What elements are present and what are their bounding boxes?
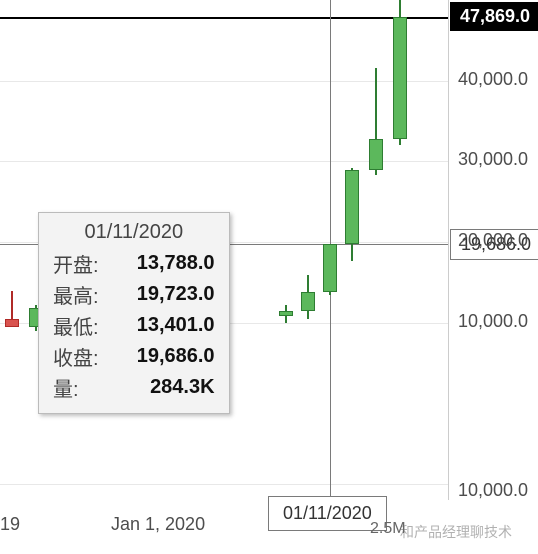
candle-body xyxy=(369,139,383,170)
candle-body xyxy=(393,17,407,139)
candle-body xyxy=(345,170,359,244)
candle[interactable] xyxy=(323,0,337,500)
tooltip-open-label: 开盘: xyxy=(53,248,107,279)
ohlc-tooltip: 01/11/2020 开盘:13,788.0 最高:19,723.0 最低:13… xyxy=(38,212,230,414)
y-axis-label: 20,000.0 xyxy=(458,230,528,251)
watermark-text: 和产品经理聊技术 xyxy=(400,522,512,542)
y-axis-label: 10,000.0 xyxy=(458,480,528,501)
candle[interactable] xyxy=(345,0,359,500)
candle-body xyxy=(301,292,315,311)
y-axis-label: 30,000.0 xyxy=(458,149,528,170)
candle[interactable] xyxy=(301,0,315,500)
x-axis-label: Jan 1, 2020 xyxy=(111,514,205,535)
candle[interactable] xyxy=(369,0,383,500)
candle[interactable] xyxy=(5,0,19,500)
tooltip-title: 01/11/2020 xyxy=(53,221,215,244)
tooltip-low-label: 最低: xyxy=(53,310,107,341)
tooltip-close-value: 19,686.0 xyxy=(107,341,215,372)
tooltip-high-label: 最高: xyxy=(53,279,107,310)
tooltip-open-value: 13,788.0 xyxy=(107,248,215,279)
candle-body xyxy=(5,319,19,326)
x-axis-label: 19 xyxy=(0,514,20,535)
tooltip-vol-value: 284.3K xyxy=(107,372,215,403)
volume-label: 2.5M xyxy=(370,520,406,538)
last-price-tag: 47,869.0 xyxy=(450,2,538,31)
candle[interactable] xyxy=(393,0,407,500)
tooltip-table: 开盘:13,788.0 最高:19,723.0 最低:13,401.0 收盘:1… xyxy=(53,248,215,403)
tooltip-low-value: 13,401.0 xyxy=(107,310,215,341)
tooltip-vol-label: 量: xyxy=(53,372,107,403)
candle-body xyxy=(279,311,293,316)
candle[interactable] xyxy=(279,0,293,500)
y-axis-label: 10,000.0 xyxy=(458,311,528,332)
candle-body xyxy=(323,244,337,292)
crosshair-date-tag: 01/11/2020 xyxy=(268,496,387,531)
tooltip-high-value: 19,723.0 xyxy=(107,279,215,310)
y-axis-label: 40,000.0 xyxy=(458,69,528,90)
tooltip-close-label: 收盘: xyxy=(53,341,107,372)
